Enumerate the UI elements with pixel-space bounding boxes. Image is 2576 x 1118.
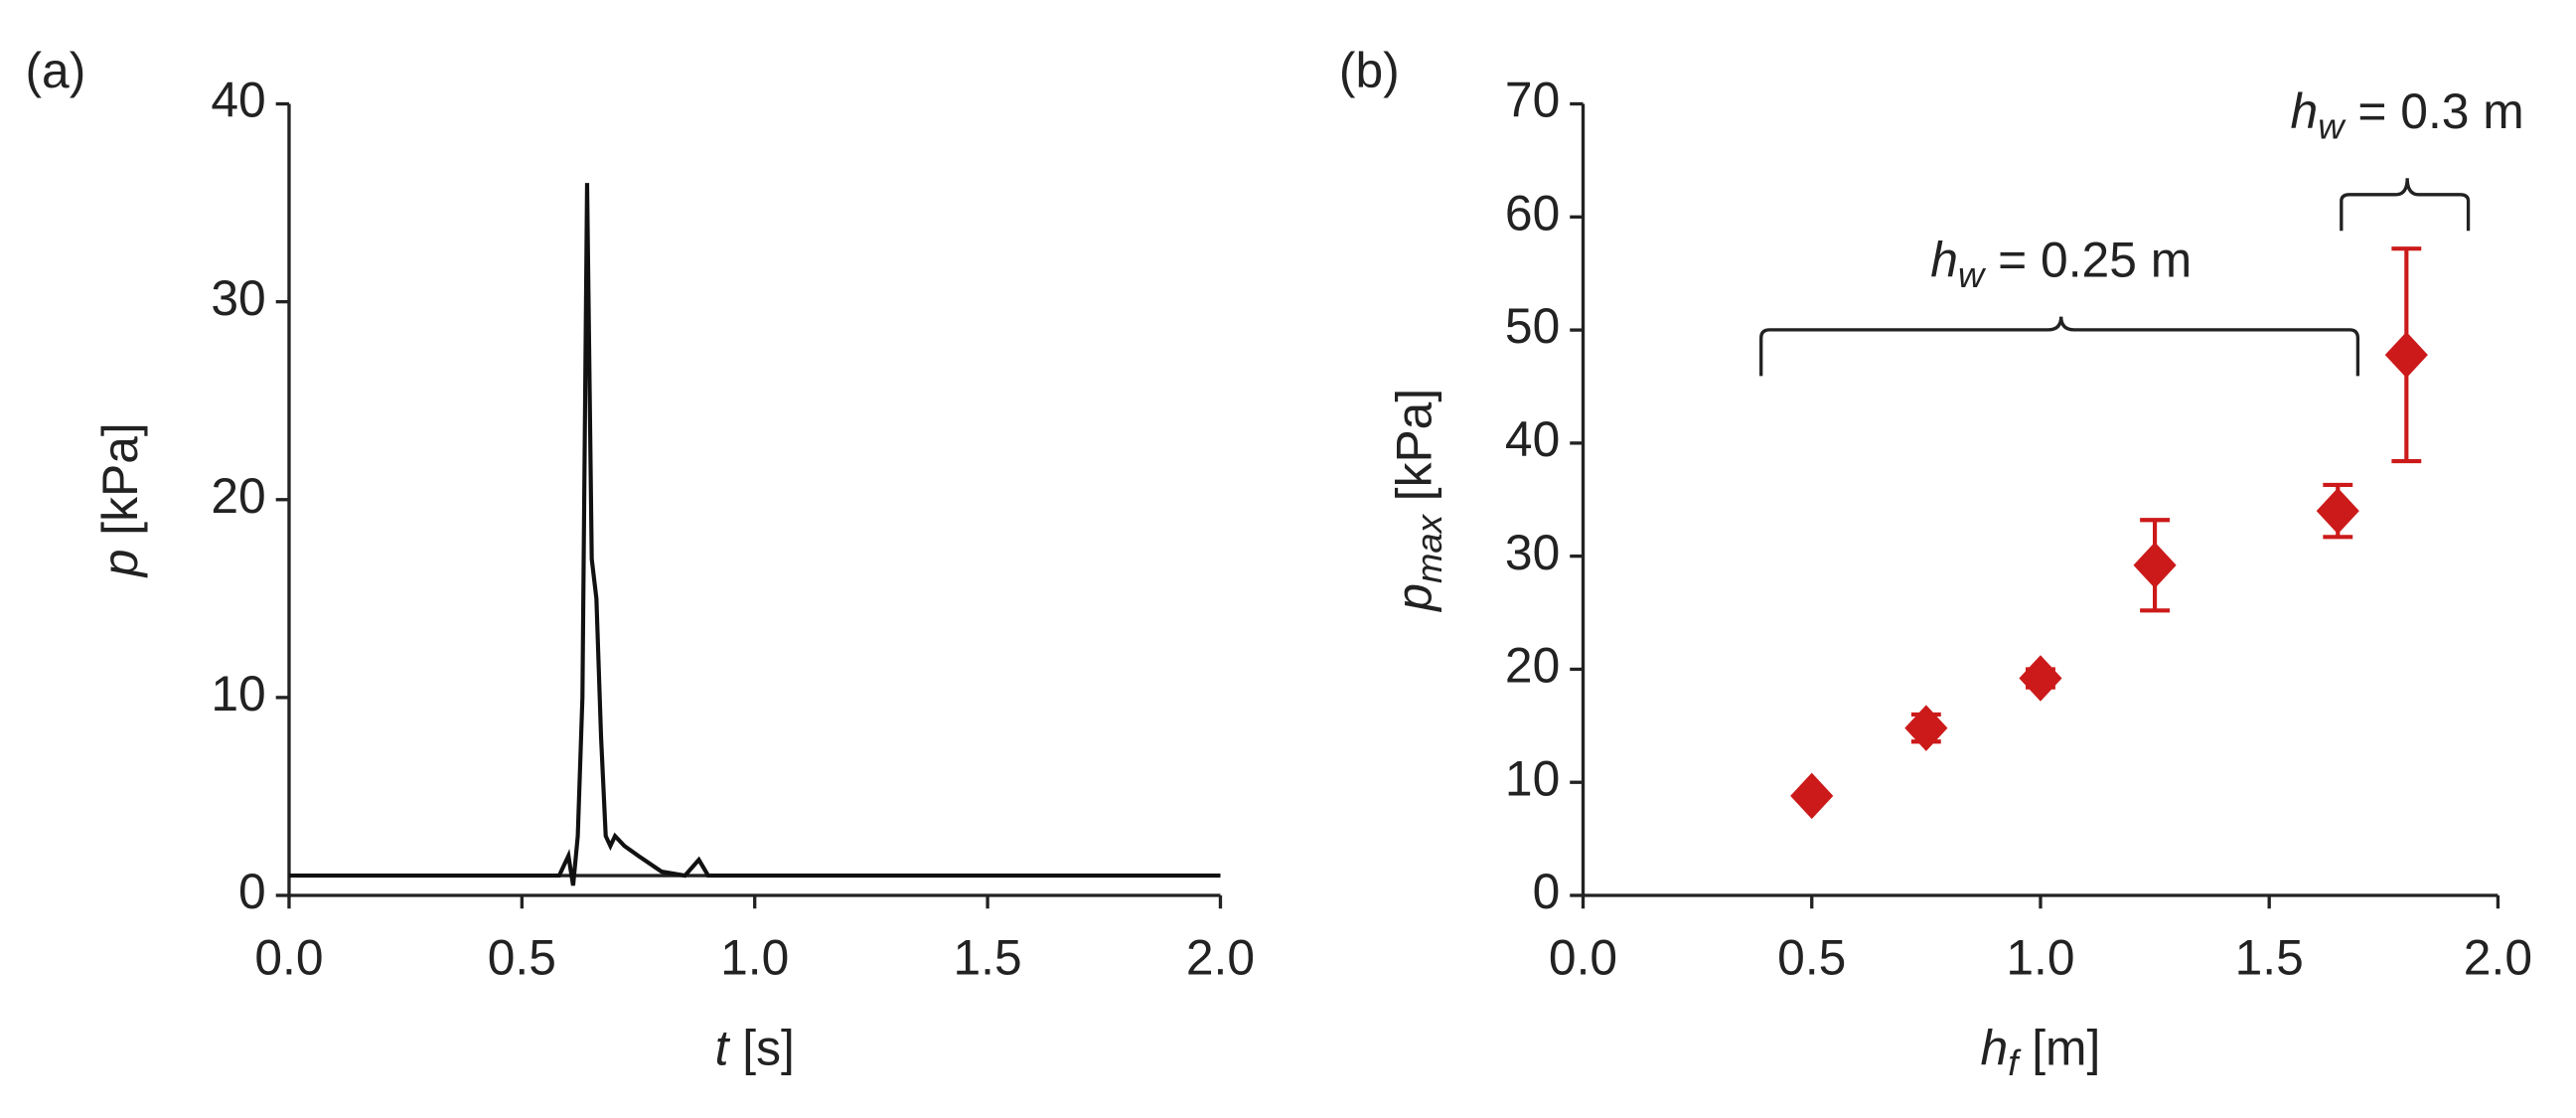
data-point bbox=[1790, 772, 1834, 820]
x-tick-label: 1.5 bbox=[954, 930, 1022, 986]
y-tick-label: 50 bbox=[1505, 298, 1560, 354]
y-tick-label: 20 bbox=[1505, 638, 1560, 694]
panel-label: (a) bbox=[25, 43, 85, 98]
x-axis-label: t [s] bbox=[715, 1021, 795, 1076]
y-tick-label: 30 bbox=[1505, 525, 1560, 580]
axis bbox=[287, 103, 1221, 897]
text-part: p bbox=[92, 550, 148, 579]
data-point bbox=[1904, 705, 1948, 751]
y-tick-label: 60 bbox=[1505, 185, 1560, 240]
text-part: [kPa] bbox=[1387, 389, 1442, 515]
x-tick-label: 1.0 bbox=[2006, 930, 2074, 986]
text-part: h bbox=[1930, 233, 1958, 288]
text-part: w bbox=[1958, 253, 1987, 294]
x-tick-label: 1.0 bbox=[720, 930, 789, 986]
y-axis-label: pmax [kPa] bbox=[1387, 389, 1449, 613]
x-axis-label: hf [m] bbox=[1981, 1021, 2101, 1083]
text-part: = 0.25 m bbox=[1984, 233, 2192, 288]
y-tick-label: 40 bbox=[1505, 411, 1560, 467]
data-line bbox=[288, 183, 1221, 886]
axis bbox=[1581, 103, 2499, 897]
data-point bbox=[2316, 487, 2359, 535]
text-part: t bbox=[715, 1021, 731, 1076]
x-tick-label: 1.5 bbox=[2235, 930, 2304, 986]
panel-label: (b) bbox=[1339, 43, 1400, 98]
annotation: hw = 0.25 m bbox=[1930, 233, 2192, 295]
y-tick-label: 0 bbox=[238, 864, 266, 919]
bracket bbox=[2340, 178, 2471, 232]
y-tick-label: 30 bbox=[211, 270, 265, 326]
text-part: h bbox=[1981, 1021, 2009, 1076]
x-tick-label: 0.5 bbox=[488, 930, 556, 986]
data-point bbox=[2384, 331, 2428, 379]
x-tick-label: 2.0 bbox=[2464, 930, 2532, 986]
text-part: [kPa] bbox=[92, 422, 148, 549]
x-tick-label: 2.0 bbox=[1186, 930, 1255, 986]
x-tick-label: 0.5 bbox=[1777, 930, 1846, 986]
data-point bbox=[2019, 655, 2062, 702]
y-axis-label: p [kPa] bbox=[92, 422, 148, 578]
x-tick-label: 0.0 bbox=[1549, 930, 1617, 986]
text-part: w bbox=[2318, 105, 2347, 146]
text-part: h bbox=[2291, 83, 2319, 139]
y-tick-label: 40 bbox=[211, 73, 265, 128]
text-part: = 0.3 m bbox=[2345, 83, 2524, 139]
text-part: p bbox=[1387, 583, 1442, 613]
y-tick-label: 0 bbox=[1533, 864, 1561, 919]
text-part: [s] bbox=[728, 1021, 794, 1076]
text-part: max bbox=[1408, 513, 1448, 583]
text-part: [m] bbox=[2018, 1021, 2100, 1076]
y-tick-label: 70 bbox=[1505, 73, 1560, 128]
y-tick-label: 10 bbox=[1505, 750, 1560, 806]
x-tick-label: 0.0 bbox=[254, 930, 323, 986]
annotation: hw = 0.3 m bbox=[2291, 83, 2524, 146]
y-tick-label: 20 bbox=[211, 468, 265, 524]
data-point bbox=[2133, 542, 2177, 588]
bracket bbox=[1759, 316, 2360, 377]
y-tick-label: 10 bbox=[211, 666, 265, 721]
